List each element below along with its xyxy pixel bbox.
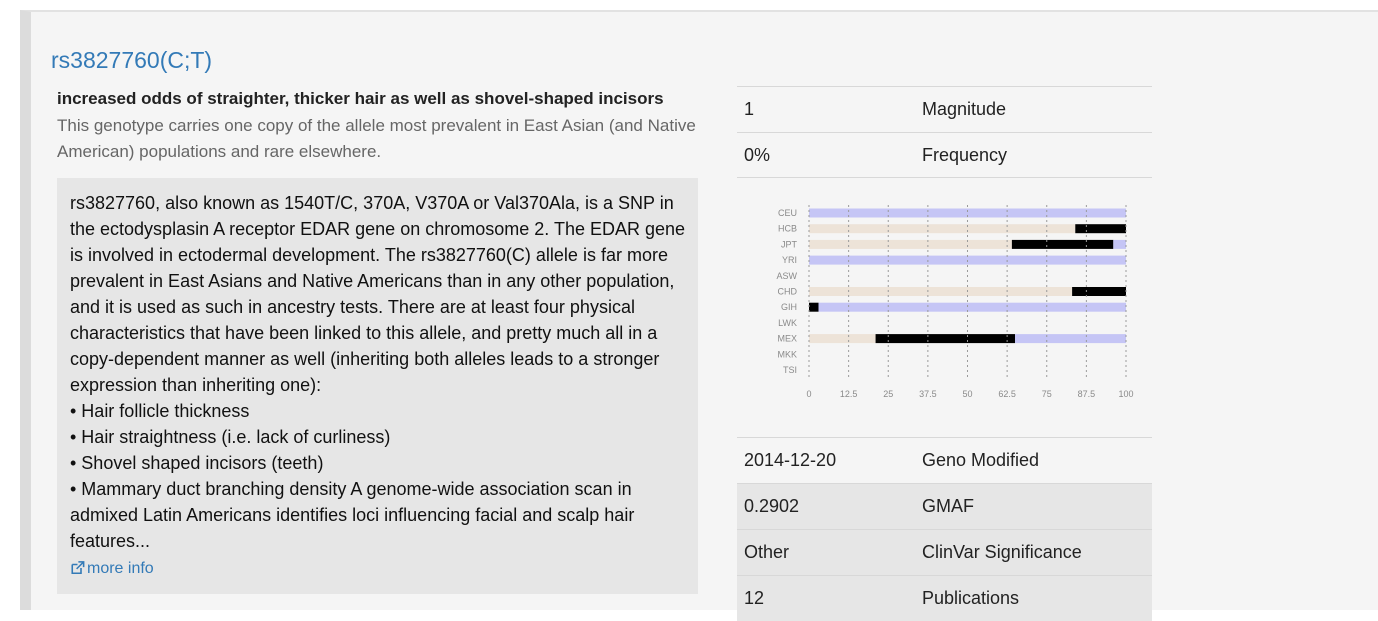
info-row-geno-modified: 2014-12-20 Geno Modified <box>737 437 1152 483</box>
description-box: rs3827760, also known as 1540T/C, 370A, … <box>57 178 698 594</box>
chart-bar-segment <box>1072 287 1126 296</box>
geno-modified-label: Geno Modified <box>922 450 1040 470</box>
chart-tick-label: 87.5 <box>1078 389 1096 399</box>
chart-bar-segment <box>1015 334 1126 344</box>
chart-svg: CEU HCB JPT YRI ASW CHD GIH LWK MEX MKK TSI 0 12.5 25… <box>776 205 1134 399</box>
chart-bar-segment <box>818 302 1126 312</box>
chart-bar-segment <box>809 334 876 344</box>
chart-bar-segment <box>809 302 819 312</box>
chart-tick-label: 37.5 <box>919 389 937 399</box>
description-paragraph: rs3827760, also known as 1540T/C, 370A, … <box>70 193 686 395</box>
chart-bar-segment <box>809 224 1076 234</box>
more-info-link[interactable]: more info <box>70 556 154 582</box>
chart-bar-segment <box>809 208 1126 218</box>
info-row-publications: 12 Publications <box>737 575 1152 621</box>
chart-category-label: MKK <box>777 349 797 359</box>
chart-category-label: YRI <box>782 255 797 265</box>
chart-tick-label: 25 <box>883 389 893 399</box>
chart-bar-segment <box>809 239 1012 249</box>
chart-category-label: GIH <box>781 302 797 312</box>
chart-category-label: HCB <box>778 224 797 234</box>
more-info-label: more info <box>87 560 154 577</box>
description-bullet: • Mammary duct branching density A genom… <box>70 479 635 551</box>
gmaf-label: GMAF <box>922 496 974 516</box>
chart-category-label: CEU <box>778 208 797 218</box>
info-table-bottom: 2014-12-20 Geno Modified 0.2902 GMAF Oth… <box>737 437 1152 621</box>
genotype-subtext: This genotype carries one copy of the al… <box>57 116 696 161</box>
info-row-clinvar: Other ClinVar Significance <box>737 529 1152 575</box>
chart-tick-label: 0 <box>806 389 811 399</box>
external-link-icon <box>71 561 85 575</box>
chart-bar-segment <box>1011 239 1114 249</box>
chart-category-label: JPT <box>781 239 798 249</box>
info-row-gmaf: 0.2902 GMAF <box>737 483 1152 529</box>
chart-tick-label: 75 <box>1042 389 1052 399</box>
chart-bar-segment <box>1075 224 1126 234</box>
clinvar-value: Other <box>744 542 790 562</box>
chart-bar-segment <box>809 287 1073 296</box>
geno-modified-value: 2014-12-20 <box>744 450 837 470</box>
chart-category-label: MEX <box>777 334 797 344</box>
chart-tick-label: 62.5 <box>998 389 1016 399</box>
population-frequency-chart: CEU HCB JPT YRI ASW CHD GIH LWK MEX MKK TSI 0 12.5 25… <box>737 180 1152 436</box>
frequency-label: Frequency <box>922 145 1008 165</box>
chart-tick-label: 50 <box>962 389 972 399</box>
chart-bar-segment <box>875 334 1016 344</box>
chart-tick-label: 100 <box>1118 389 1133 399</box>
info-row-frequency: 0% Frequency <box>737 132 1152 178</box>
chart-tick-label: 12.5 <box>840 389 858 399</box>
genotype-title-link[interactable]: rs3827760(C;T) <box>51 47 213 73</box>
info-row-magnitude: 1 Magnitude <box>737 86 1152 132</box>
clinvar-label: ClinVar Significance <box>922 542 1082 562</box>
gmaf-value: 0.2902 <box>744 496 800 516</box>
chart-category-label: LWK <box>778 318 797 328</box>
genotype-summary: increased odds of straighter, thicker ha… <box>57 89 664 108</box>
magnitude-value: 1 <box>744 99 755 119</box>
description-bullet: • Shovel shaped incisors (teeth) <box>70 453 324 473</box>
chart-bar-segment <box>1113 239 1126 249</box>
description-bullet: • Hair follicle thickness <box>70 401 250 421</box>
description-bullet: • Hair straightness (i.e. lack of curlin… <box>70 427 391 447</box>
frequency-value: 0% <box>744 145 771 165</box>
chart-category-label: ASW <box>776 271 797 281</box>
magnitude-label: Magnitude <box>922 99 1007 119</box>
chart-category-label: CHD <box>778 287 798 297</box>
info-table-top: 1 Magnitude 0% Frequency <box>737 86 1152 178</box>
chart-category-label: TSI <box>783 365 797 375</box>
